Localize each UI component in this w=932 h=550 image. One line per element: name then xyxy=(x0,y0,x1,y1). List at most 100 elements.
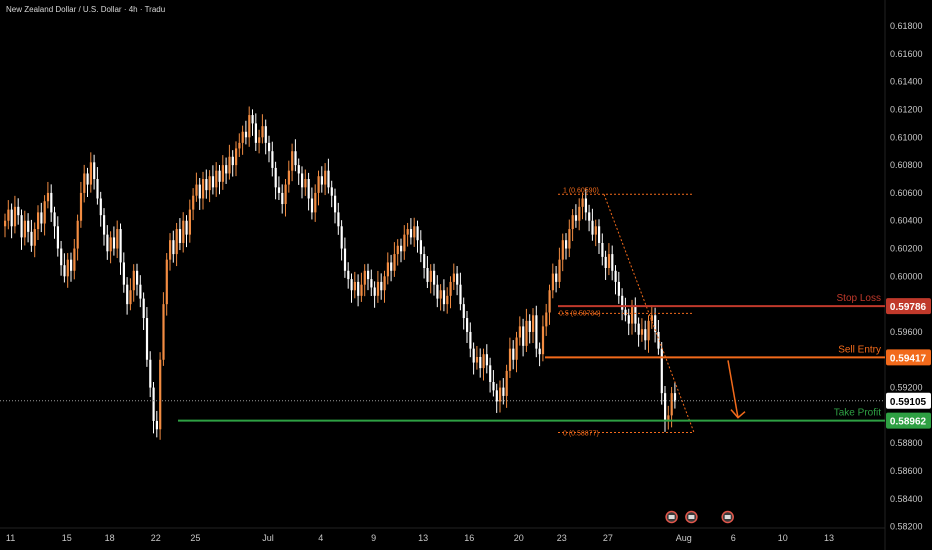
candle-body xyxy=(145,318,149,360)
candle-body xyxy=(439,290,442,299)
candle-body xyxy=(607,254,611,268)
candle-body xyxy=(277,187,281,193)
candle-body xyxy=(165,259,168,305)
sell-entry-price-badge xyxy=(886,349,931,366)
candle-body xyxy=(340,226,343,249)
y-axis-tick-label: 0.61000 xyxy=(890,132,923,142)
candle-body xyxy=(515,337,518,360)
candle-body xyxy=(172,240,175,255)
y-axis-tick-label: 0.60600 xyxy=(890,188,923,198)
candle-body xyxy=(50,192,53,213)
candle-body xyxy=(660,348,663,394)
candle-body xyxy=(254,123,257,143)
candle-body xyxy=(70,259,73,271)
x-axis[interactable]: 11 15 18 22 25 Jul 4 9 13 16 20 23 27 Aug 6 10 13 xyxy=(6,533,834,543)
candle-body xyxy=(152,387,155,421)
x-axis-tick-label: 13 xyxy=(824,533,834,543)
candle-body xyxy=(211,176,215,188)
candle-body xyxy=(409,229,413,238)
sell-entry-label: Sell Entry xyxy=(838,344,881,355)
candle-body xyxy=(479,356,482,369)
candle-body xyxy=(538,348,541,355)
economic-events[interactable] xyxy=(665,510,734,524)
candle-body xyxy=(360,284,363,296)
stop-loss-price-value: 0.59786 xyxy=(890,302,927,313)
candle-body xyxy=(20,215,23,238)
candle-body xyxy=(601,242,604,257)
x-axis-tick-label: 20 xyxy=(514,533,524,543)
candle-body xyxy=(310,198,314,213)
candle-body xyxy=(271,151,274,168)
candle-body xyxy=(307,179,310,199)
fib-label-0-5: 0.5 (0.59734) xyxy=(559,310,601,317)
x-axis-tick-label: 27 xyxy=(603,533,613,543)
candle-body xyxy=(159,359,162,430)
stop-loss-label: Stop Loss xyxy=(837,293,881,304)
candle-body xyxy=(614,270,617,282)
candle-body xyxy=(588,212,591,221)
chart-title: New Zealand Dollar / U.S. Dollar · 4h · … xyxy=(6,5,166,14)
y-axis[interactable]: 0.61800 0.61600 0.61400 0.61200 0.61000 0.608… xyxy=(890,21,923,532)
candle-body xyxy=(63,265,66,277)
candle-body xyxy=(627,315,630,324)
x-axis-tick-label: Aug xyxy=(676,533,692,543)
candle-body xyxy=(99,198,102,216)
candle-body xyxy=(294,151,297,166)
x-axis-tick-label: 10 xyxy=(778,533,788,543)
candle-body xyxy=(314,192,317,213)
calendar-event-icon[interactable] xyxy=(721,510,734,524)
candle-body xyxy=(327,170,330,188)
candle-body xyxy=(574,215,578,221)
candle-body xyxy=(17,206,20,216)
candle-body xyxy=(571,215,574,230)
candle-body xyxy=(320,176,323,185)
calendar-event-icon[interactable] xyxy=(685,510,698,524)
y-axis-tick-label: 0.61800 xyxy=(890,21,923,31)
x-axis-tick-label: 13 xyxy=(418,533,428,543)
candle-body xyxy=(231,156,234,166)
calendar-event-icon[interactable] xyxy=(665,510,678,524)
candle-body xyxy=(555,273,558,282)
candle-body xyxy=(647,320,650,341)
candle-body xyxy=(512,348,515,360)
candle-body xyxy=(7,209,10,221)
candle-body xyxy=(10,209,13,227)
candle-body xyxy=(581,198,584,207)
candle-body xyxy=(535,315,538,349)
candle-body xyxy=(274,167,277,188)
candle-body xyxy=(436,284,439,299)
candle-body xyxy=(122,262,125,285)
sell-entry-price-value: 0.59417 xyxy=(890,353,927,364)
candle-body xyxy=(86,173,89,185)
candle-body xyxy=(185,220,188,235)
candle-body xyxy=(380,281,383,291)
candle-body xyxy=(129,290,132,305)
candle-body xyxy=(182,220,185,243)
trade-levels[interactable]: Stop Loss 0.59786 Sell Entry 0.59417 Take Pr… xyxy=(0,293,931,429)
candle-body xyxy=(532,315,535,332)
candle-body xyxy=(192,195,195,210)
candle-body xyxy=(518,326,521,338)
candle-body xyxy=(393,254,396,271)
y-axis-tick-label: 0.61400 xyxy=(890,77,923,87)
fibonacci-retracement[interactable]: 1 (0.60590) 0.5 (0.59734) 0 (0.58877) xyxy=(558,187,695,437)
candle-body xyxy=(297,165,300,174)
candle-body xyxy=(258,137,261,143)
candle-body xyxy=(96,179,99,199)
candle-body xyxy=(76,220,79,249)
candle-body xyxy=(238,142,241,149)
stop-loss-price-badge xyxy=(886,298,931,315)
take-profit-price-badge xyxy=(886,412,931,429)
candle-body xyxy=(251,115,254,124)
candle-body xyxy=(261,126,264,138)
y-axis-tick-label: 0.60200 xyxy=(890,244,923,254)
candle-body xyxy=(406,229,409,235)
candle-body xyxy=(136,270,139,285)
candle-body xyxy=(466,318,469,332)
fib-label-0: 0 (0.58877) xyxy=(563,430,599,437)
candle-body xyxy=(396,245,399,255)
event-icon-glyph xyxy=(668,515,675,519)
candle-body xyxy=(594,226,597,235)
